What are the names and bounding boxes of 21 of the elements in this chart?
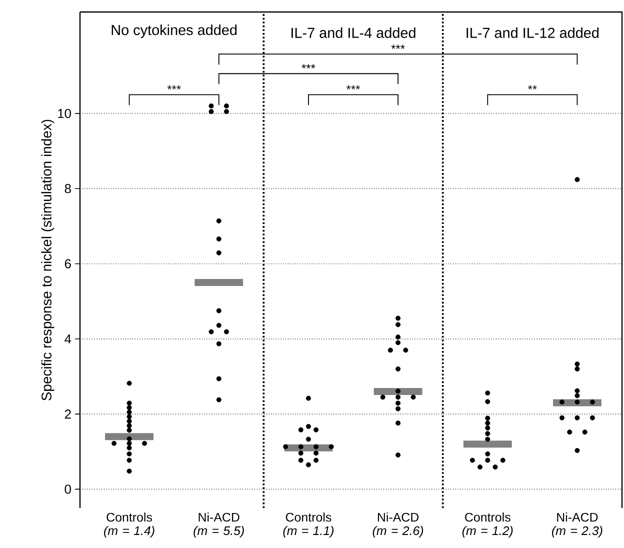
annotation: *** xyxy=(167,85,181,90)
annotation: *** xyxy=(391,44,405,49)
annotation: ** xyxy=(528,85,537,90)
x-tick-label: Ni-ACD (m = 5.5) xyxy=(194,512,244,538)
annotation: IL-7 and IL-12 added xyxy=(466,27,599,38)
annotation: *** xyxy=(346,85,360,90)
y-tick-label: 4 xyxy=(64,334,72,344)
x-tick-label: Ni-ACD (m = 2.6) xyxy=(372,512,424,538)
y-axis-title: Specific response to nickel (stimulation index) xyxy=(41,120,54,400)
x-tick-label: Controls (m = 1.1) xyxy=(283,512,334,538)
y-tick-label: 0 xyxy=(64,484,71,494)
annotation: *** xyxy=(302,64,316,68)
y-tick-label: 8 xyxy=(64,184,71,194)
x-tick-label: Controls (m = 1.2) xyxy=(462,512,513,538)
y-tick-label: 10 xyxy=(58,108,71,118)
y-tick-label: 6 xyxy=(64,259,71,268)
annotation: IL-7 and IL-4 added xyxy=(292,27,416,38)
x-tick-label: Controls (m = 1.4) xyxy=(104,512,154,538)
annotation: No cytokines added xyxy=(112,24,237,38)
x-tick-label: Ni-ACD (m = 2.3) xyxy=(552,512,602,538)
y-tick-label: 2 xyxy=(64,410,71,419)
